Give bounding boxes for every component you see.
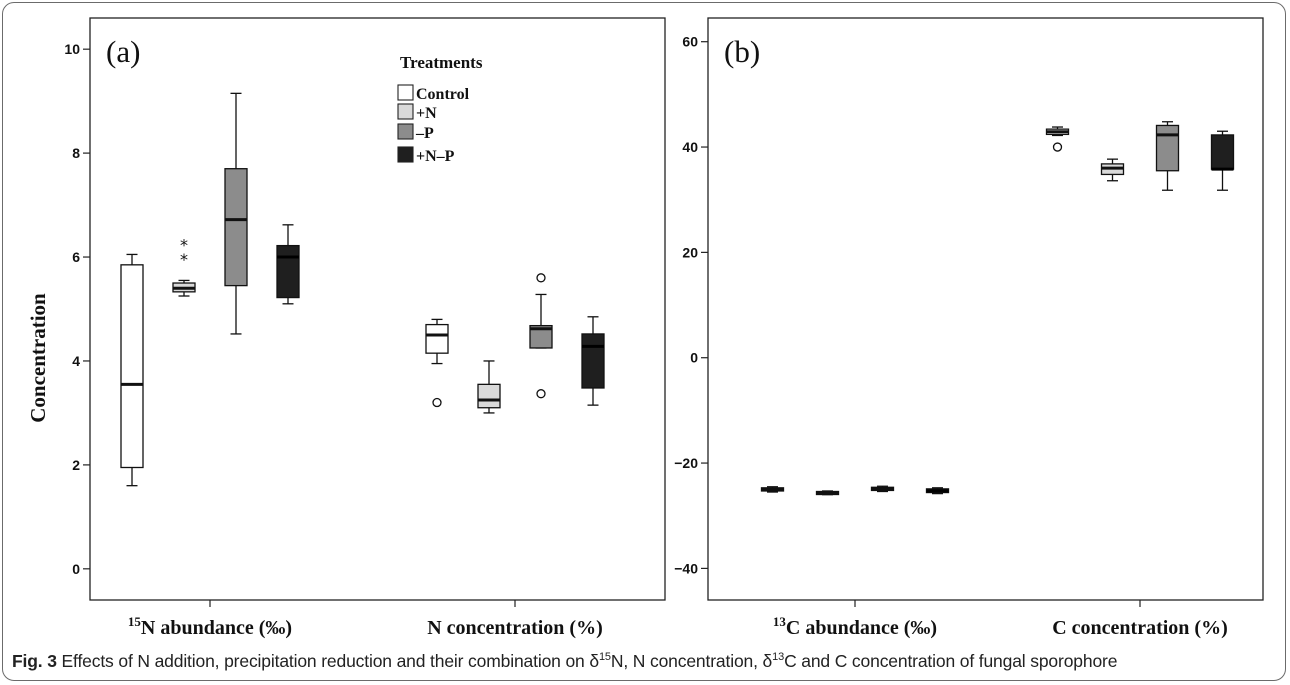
legend: Treatments Control +N –P +N–P [397, 53, 483, 165]
y-tick-label: 6 [72, 249, 80, 265]
x-tick-label: N concentration (%) [427, 617, 603, 639]
y-tick-label: 8 [72, 145, 80, 161]
caption-text-1: Effects of N addition, precipitation red… [61, 651, 600, 671]
y-tick-label: −20 [674, 455, 698, 471]
box [276, 244, 300, 299]
panel-b-label: (b) [724, 34, 760, 69]
x-tick-text: C abundance (‰) [786, 617, 937, 639]
caption-sup-15: 15 [598, 651, 611, 664]
extreme-point: * [180, 235, 188, 254]
legend-label-control: Control [416, 86, 470, 103]
y-tick-label: 4 [72, 353, 80, 369]
outlier-point [536, 389, 546, 399]
x-tick-text: N abundance (‰) [141, 617, 292, 639]
x-tick-label: C concentration (%) [1052, 617, 1228, 639]
box [120, 264, 144, 469]
y-tick-label: 0 [690, 350, 698, 366]
legend-swatch-plus-n [397, 103, 414, 120]
panel-a-label: (a) [106, 34, 140, 69]
caption-text-3: C and C concentration of fungal sporopho… [784, 651, 1118, 671]
extreme-point: * [180, 250, 188, 269]
legend-swatch-plus-n-minus-p [397, 146, 414, 163]
y-tick-label: 2 [72, 457, 80, 473]
y-axis-title: Concentration [26, 293, 50, 423]
y-tick-label: 20 [682, 244, 698, 260]
legend-title: Treatments [400, 53, 483, 72]
outlier-point [536, 273, 546, 283]
legend-label-plus-n: +N [416, 105, 437, 122]
box [224, 168, 248, 287]
x-tick-superscript: 13 [773, 614, 787, 629]
box [529, 324, 553, 349]
legend-label-plus-n-minus-p: +N–P [416, 148, 455, 165]
caption-text-2: N, N concentration, δ [610, 651, 773, 671]
y-tick-label: 10 [64, 41, 80, 57]
y-tick-label: 40 [682, 139, 698, 155]
legend-swatch-minus-p [397, 123, 414, 140]
outlier-point [432, 397, 442, 408]
caption-fig-label: Fig. 3 [12, 651, 57, 671]
plot-layer: 0 2 4 6 8 10 15N abundance (‰) ** N concentratio… [64, 34, 1235, 639]
legend-swatch-control [397, 84, 414, 101]
y-tick-label: 60 [682, 34, 698, 50]
panel-a-frame [89, 17, 666, 601]
box [425, 323, 449, 354]
box [1155, 124, 1180, 172]
panel-b-frame [707, 17, 1264, 601]
y-tick-label: −40 [674, 560, 698, 576]
figure-caption: Fig. 3 Effects of N addition, precipitat… [12, 651, 1282, 672]
x-tick-superscript: 15 [128, 614, 142, 629]
box [581, 333, 605, 389]
x-tick-label: 15N abundance (‰) [128, 614, 292, 639]
box [1210, 134, 1235, 170]
box [477, 383, 501, 409]
x-tick-label: 13C abundance (‰) [773, 614, 937, 639]
outlier-point [1052, 142, 1063, 152]
caption-sup-13: 13 [772, 651, 785, 664]
legend-label-minus-p: –P [415, 125, 434, 142]
y-tick-label: 0 [72, 561, 80, 577]
